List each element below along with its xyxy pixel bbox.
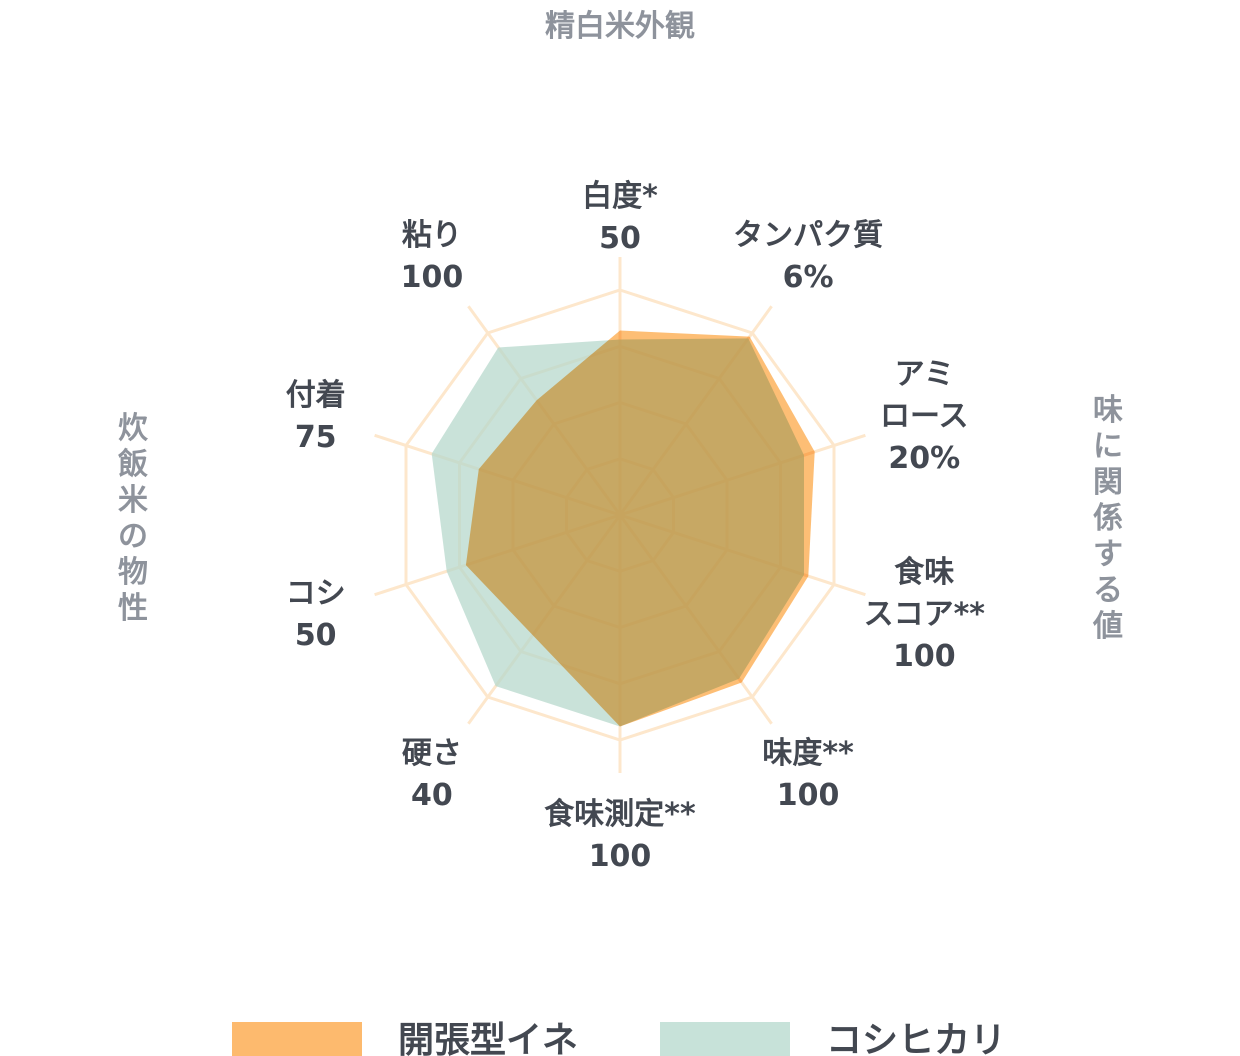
axis-value-2: 6%	[783, 260, 834, 295]
radar-series	[431, 330, 815, 727]
axis-name-8: コシ	[286, 576, 346, 611]
series-polygon-1	[465, 330, 815, 727]
axis-name-7: 硬さ	[402, 736, 462, 771]
group-label-top: 精白米外観	[545, 9, 695, 44]
legend-swatch-series-2	[660, 1022, 790, 1056]
axis-name-9: 付着	[286, 378, 346, 413]
axis-value-1: 50	[599, 221, 641, 256]
axis-name-10: 粘り	[402, 218, 462, 253]
axis-name-1: 白度*	[582, 179, 658, 214]
axis-value-6: 100	[589, 839, 652, 874]
axis-value-3: 20%	[888, 441, 960, 476]
group-label-left: 炊飯米の物性	[118, 411, 149, 626]
axis-value-4: 100	[893, 639, 956, 674]
legend: 開張型イネ コシヒカリ	[232, 1020, 1006, 1056]
legend-label-series-1: 開張型イネ	[398, 1020, 578, 1056]
legend-swatch-series-1	[232, 1022, 362, 1056]
axis-value-7: 40	[411, 778, 453, 813]
axis-name-4: スコア**	[864, 597, 986, 632]
axis-name-6: 食味測定**	[544, 797, 696, 832]
axis-value-10: 100	[401, 260, 464, 295]
group-label-right: 味に関係する値	[1092, 393, 1123, 644]
legend-label-series-2: コシヒカリ	[826, 1020, 1006, 1056]
axis-name-4: 食味	[894, 555, 954, 590]
axis-name-3: アミ	[895, 357, 954, 392]
axis-name-3: ロース	[880, 399, 969, 434]
axis-value-5: 100	[777, 778, 840, 813]
axis-value-8: 50	[295, 618, 337, 653]
axis-name-2: タンパク質	[733, 218, 883, 253]
axis-value-9: 75	[295, 420, 337, 455]
axis-name-5: 味度**	[762, 736, 854, 771]
